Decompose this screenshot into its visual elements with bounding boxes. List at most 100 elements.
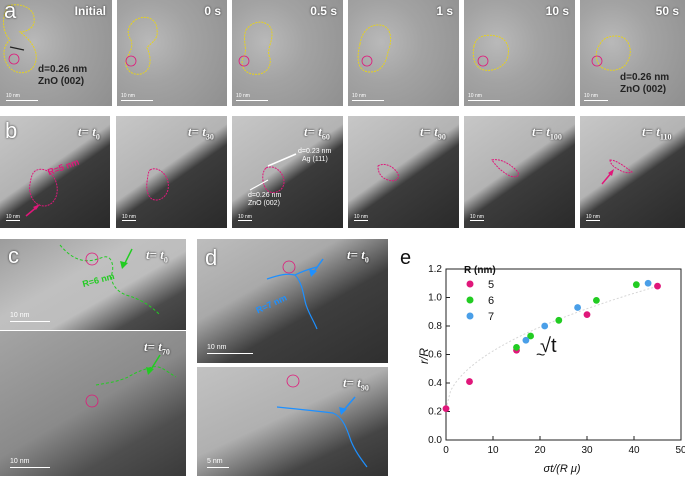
panel-letter: d [205, 245, 218, 270]
time-var: t [304, 124, 308, 139]
time-var: t [642, 124, 646, 139]
tem-frame-b-6: t= t110 10 nm [580, 116, 685, 228]
data-point [654, 282, 661, 290]
zno-plane: ZnO (002) [248, 200, 280, 207]
particle-outline [238, 21, 273, 75]
scale-label: 10 nm [352, 93, 366, 99]
data-point [583, 311, 591, 318]
legend-marker [466, 312, 474, 320]
x-tick-label: 20 [534, 445, 546, 456]
particle-outline [357, 24, 392, 73]
data-point [632, 281, 640, 289]
y-axis-label: r/R [417, 348, 431, 364]
lattice-spacing: d=0.26 nm [620, 72, 670, 83]
scale-bar [238, 220, 252, 221]
time-var-inline: t [656, 124, 660, 139]
tem-frame-b-4: t= t90 10 nm [348, 116, 459, 228]
tem-frame-b-3: t= t60 d=0.23 nm Ag (111) d=0.26 nm ZnO … [232, 116, 343, 228]
fit-curve [445, 284, 663, 409]
scale-label: 10 nm [10, 458, 30, 465]
zno-spacing: d=0.26 nm [248, 192, 282, 199]
data-point [442, 405, 450, 413]
legend-label: 6 [488, 295, 494, 307]
scale-label: 10 nm [10, 312, 30, 319]
scale-label: 10 nm [586, 214, 600, 220]
interface-outline [266, 258, 324, 330]
tem-frame-d-top: d t= t0 R=7 nm 10 nm [197, 239, 388, 363]
scale-bar [207, 353, 253, 354]
time-label: 0 s [204, 4, 221, 18]
time-subscript: 90 [437, 132, 446, 142]
particle-outline [3, 4, 37, 74]
panel-letter: b [5, 118, 18, 143]
ag-plane: Ag (111) [302, 156, 328, 163]
plot-frame [445, 268, 682, 441]
time-label: t= t0 [347, 247, 369, 265]
scale-bar [121, 100, 153, 101]
time-var: t [343, 375, 347, 390]
time-label: t= t90 [420, 124, 446, 142]
y-tick-label: 0.2 [428, 407, 442, 418]
y-tick-label: 1.2 [428, 264, 442, 275]
legend-title: R (nm) [464, 265, 496, 276]
panel-letter: a [4, 0, 17, 23]
x-axis-label: σt/(R μ) [543, 463, 580, 475]
particle-outline [146, 168, 169, 201]
time-subscript: 30 [205, 132, 214, 142]
time-var-inline: t [160, 247, 164, 262]
x-tick-label: 40 [628, 445, 640, 456]
tem-frame-a-3: 0.5 s 10 nm [232, 0, 343, 106]
ag-spacing: d=0.23 nm [298, 148, 332, 155]
time-var: t [188, 124, 192, 139]
legend-marker [466, 280, 474, 288]
time-label: t= t60 [304, 124, 330, 142]
tem-frame-a-4: 1 s 10 nm [348, 0, 459, 106]
time-subscript: 110 [659, 132, 672, 142]
tem-frame-a-6: 50 s d=0.26 nm ZnO (002) 10 nm [580, 0, 685, 106]
time-label: 0.5 s [310, 4, 337, 18]
scale-bar [354, 220, 368, 221]
interface-outline [85, 354, 177, 408]
legend-label: 7 [488, 311, 494, 323]
scale-label: 5 nm [207, 458, 223, 465]
particle-outline [25, 168, 58, 217]
time-subscript: 0 [163, 255, 168, 265]
data-point [541, 322, 549, 330]
time-label: 50 s [655, 4, 679, 18]
scale-bar [468, 100, 500, 101]
time-subscript: 0 [364, 255, 369, 265]
scatter-chart: e 0 10 20 30 40 50 0.0 0.2 0.4 0.6 0.8 1.0 1.2 σt/(… [400, 247, 685, 475]
tem-frame-c-top: c t= t0 R=6 nm 10 nm [0, 239, 186, 330]
time-var: t [146, 247, 150, 262]
data-point [527, 332, 534, 340]
time-label: t= t0 [146, 247, 168, 265]
tem-frame-c-bottom: t= t70 10 nm [0, 331, 186, 476]
data-point [644, 279, 652, 287]
particle-outline [249, 153, 297, 193]
time-label: 10 s [545, 4, 569, 18]
sqrt-annotation: √t [540, 335, 557, 357]
scale-bar [122, 220, 136, 221]
scale-label: 10 nm [6, 214, 20, 220]
scale-bar [586, 220, 600, 221]
time-subscript: 100 [549, 132, 562, 142]
x-tick-label: 0 [443, 445, 449, 456]
scale-bar [584, 100, 608, 101]
time-label: Initial [74, 4, 106, 18]
data-point [555, 316, 563, 324]
tilde: ~ [536, 347, 545, 364]
scale-label: 10 nm [584, 93, 598, 99]
scale-label: 10 nm [122, 214, 136, 220]
interface-outline [276, 374, 368, 468]
time-var-inline: t [546, 124, 550, 139]
time-label: 1 s [436, 4, 453, 18]
time-var: t [532, 124, 536, 139]
time-subscript: 70 [161, 347, 170, 357]
scale-bar [236, 100, 268, 101]
time-var-inline: t [434, 124, 438, 139]
data-point [522, 336, 530, 344]
lattice-spacing: d=0.26 nm [38, 64, 88, 75]
tem-frame-a-2: 0 s 10 nm [117, 0, 227, 106]
y-axis: 0.0 0.2 0.4 0.6 0.8 1.0 1.2 [428, 264, 450, 446]
time-var-inline: t [361, 247, 365, 262]
